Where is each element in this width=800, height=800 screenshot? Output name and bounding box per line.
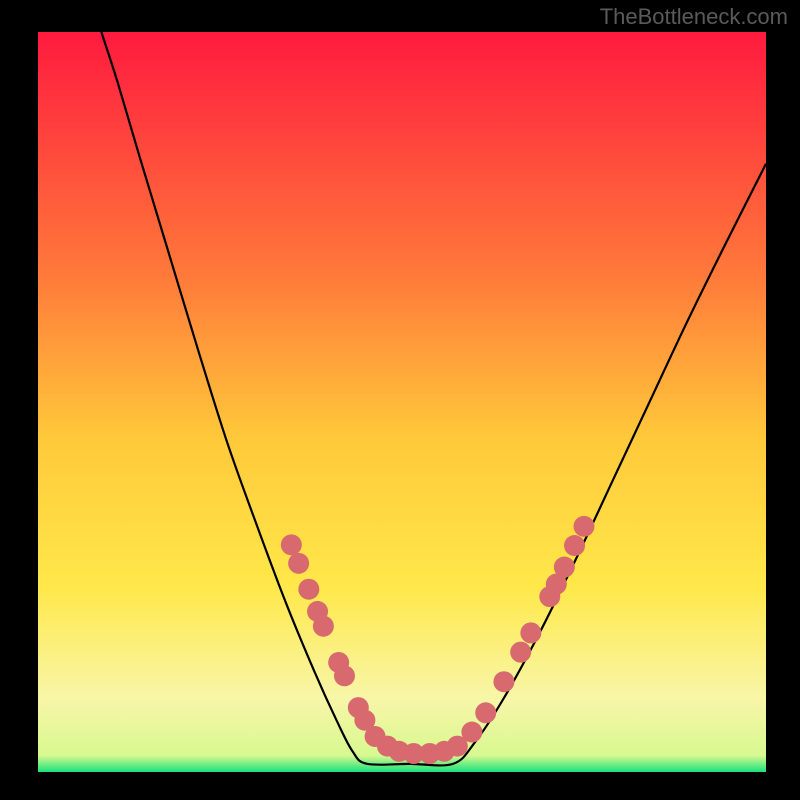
chart-svg-layer bbox=[0, 0, 800, 800]
data-point-dot bbox=[334, 665, 355, 686]
data-point-dot bbox=[313, 616, 334, 637]
data-point-dot bbox=[510, 642, 531, 663]
data-point-dot bbox=[475, 702, 496, 723]
data-point-dot bbox=[554, 557, 575, 578]
bottleneck-curve bbox=[101, 32, 766, 765]
data-point-dot bbox=[574, 516, 595, 537]
watermark-text: TheBottleneck.com bbox=[600, 4, 788, 30]
data-point-dot bbox=[564, 535, 585, 556]
data-point-dot bbox=[288, 553, 309, 574]
data-point-dot bbox=[520, 622, 541, 643]
data-point-dot bbox=[298, 579, 319, 600]
data-point-dot bbox=[493, 671, 514, 692]
data-point-dot bbox=[281, 534, 302, 555]
data-point-dot bbox=[461, 722, 482, 743]
